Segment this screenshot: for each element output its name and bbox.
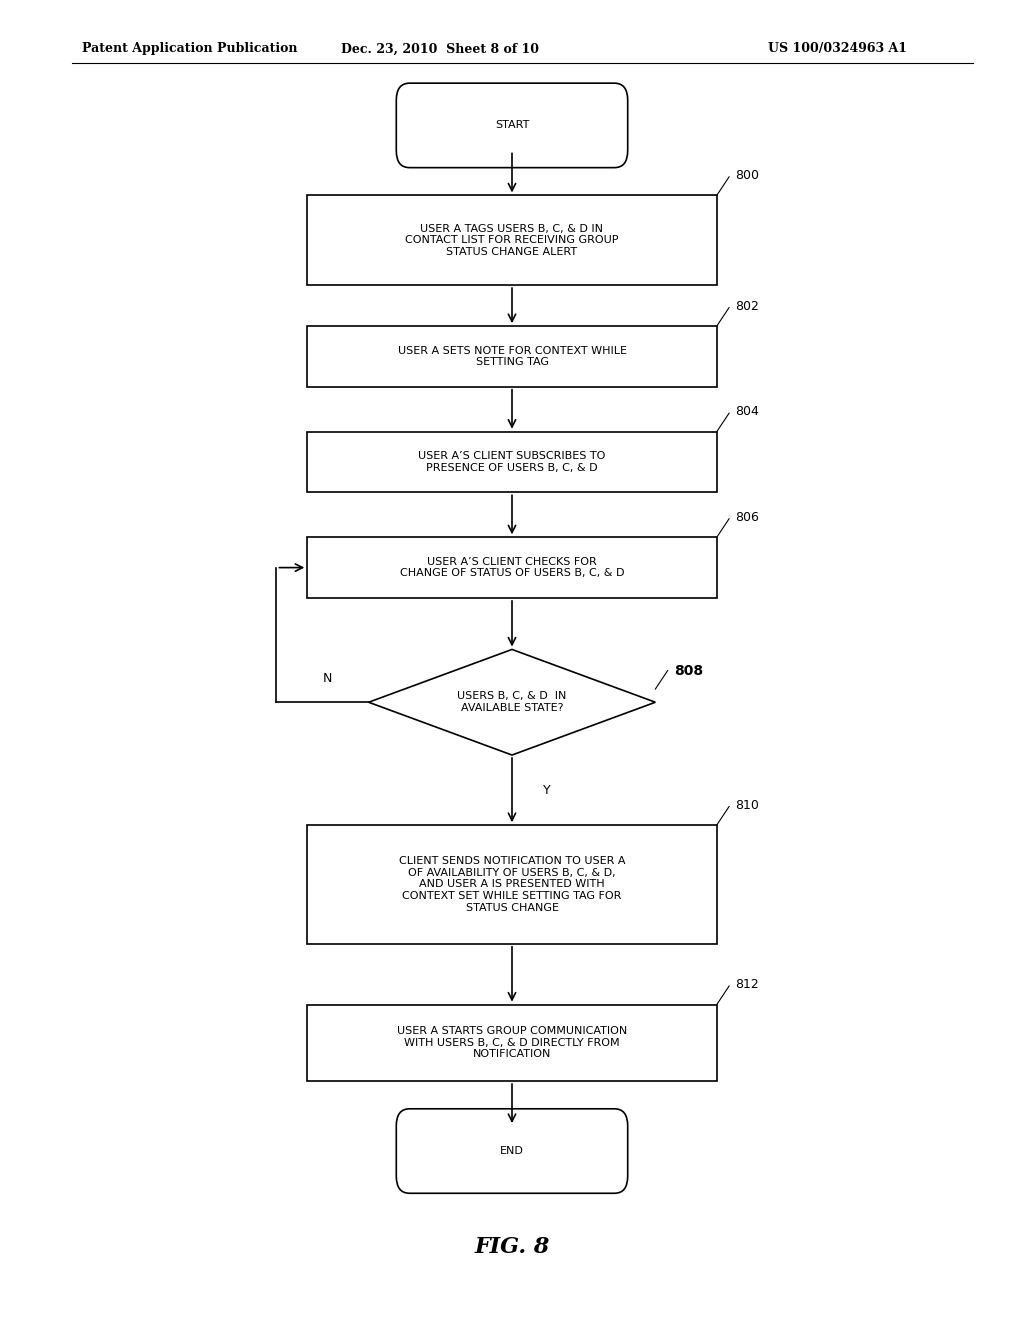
Text: US 100/0324963 A1: US 100/0324963 A1 <box>768 42 907 55</box>
FancyBboxPatch shape <box>396 1109 628 1193</box>
Text: 808: 808 <box>674 664 702 678</box>
Text: 804: 804 <box>735 405 759 418</box>
Text: USERS B, C, & D  IN
AVAILABLE STATE?: USERS B, C, & D IN AVAILABLE STATE? <box>458 692 566 713</box>
Text: END: END <box>500 1146 524 1156</box>
Bar <box>307 195 717 285</box>
Bar <box>307 1005 717 1081</box>
FancyBboxPatch shape <box>396 83 628 168</box>
Text: 802: 802 <box>735 300 759 313</box>
Text: 800: 800 <box>735 169 759 182</box>
Text: Y: Y <box>543 784 550 796</box>
Text: Dec. 23, 2010  Sheet 8 of 10: Dec. 23, 2010 Sheet 8 of 10 <box>341 42 540 55</box>
Text: Patent Application Publication: Patent Application Publication <box>82 42 297 55</box>
Text: USER A SETS NOTE FOR CONTEXT WHILE
SETTING TAG: USER A SETS NOTE FOR CONTEXT WHILE SETTI… <box>397 346 627 367</box>
Text: 806: 806 <box>735 511 759 524</box>
Text: N: N <box>323 672 333 685</box>
Text: 812: 812 <box>735 978 759 991</box>
Bar <box>307 326 717 387</box>
Polygon shape <box>369 649 655 755</box>
Text: 810: 810 <box>735 799 759 812</box>
Text: START: START <box>495 120 529 131</box>
Text: CLIENT SENDS NOTIFICATION TO USER A
OF AVAILABILITY OF USERS B, C, & D,
AND USER: CLIENT SENDS NOTIFICATION TO USER A OF A… <box>398 857 626 912</box>
Text: USER A’S CLIENT CHECKS FOR
CHANGE OF STATUS OF USERS B, C, & D: USER A’S CLIENT CHECKS FOR CHANGE OF STA… <box>399 557 625 578</box>
Bar <box>307 537 717 598</box>
Bar <box>307 432 717 492</box>
Text: USER A STARTS GROUP COMMUNICATION
WITH USERS B, C, & D DIRECTLY FROM
NOTIFICATIO: USER A STARTS GROUP COMMUNICATION WITH U… <box>397 1026 627 1060</box>
Bar <box>307 825 717 944</box>
Text: USER A TAGS USERS B, C, & D IN
CONTACT LIST FOR RECEIVING GROUP
STATUS CHANGE AL: USER A TAGS USERS B, C, & D IN CONTACT L… <box>406 223 618 257</box>
Text: USER A’S CLIENT SUBSCRIBES TO
PRESENCE OF USERS B, C, & D: USER A’S CLIENT SUBSCRIBES TO PRESENCE O… <box>419 451 605 473</box>
Text: FIG. 8: FIG. 8 <box>474 1237 550 1258</box>
